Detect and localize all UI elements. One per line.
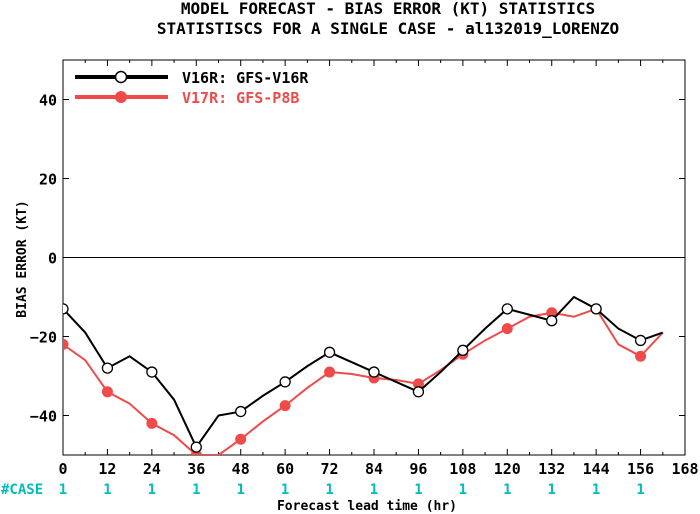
x-tick-label: 48 <box>232 460 250 478</box>
series-1-point <box>501 303 513 315</box>
case-label: #CASE <box>1 482 43 498</box>
series-2-point <box>146 417 158 429</box>
x-tick-label: 24 <box>143 460 161 478</box>
x-tick-label: 72 <box>321 460 339 478</box>
series-2-point <box>501 323 513 335</box>
series-1-point <box>190 441 202 453</box>
case-count: 1 <box>103 482 111 498</box>
series-1-point <box>235 405 247 418</box>
x-tick-label: 144 <box>583 460 610 478</box>
series-1-point <box>368 366 380 378</box>
y-axis-label: BIAS ERROR (KT) <box>15 200 30 317</box>
x-tick-label: 156 <box>627 460 654 478</box>
x-axis-label: Forecast lead time (hr) <box>277 499 457 514</box>
y-tick-label: 40 <box>39 92 57 110</box>
legend-marker-2 <box>115 91 127 103</box>
series-1-point <box>590 303 602 315</box>
x-tick-label: 108 <box>449 460 476 478</box>
series-1-point <box>457 344 469 356</box>
case-count: 1 <box>370 482 378 498</box>
series-2 <box>63 303 664 455</box>
series-2-point <box>63 338 69 350</box>
case-count: 1 <box>414 482 422 498</box>
x-tick-label: 60 <box>276 460 294 478</box>
case-count: 1 <box>547 482 555 498</box>
series-2-point <box>279 400 291 412</box>
legend: V16R: GFS-V16R V17R: GFS-P8B <box>75 69 309 107</box>
x-tick-label: 12 <box>98 460 116 478</box>
series-1-point <box>101 362 114 374</box>
series-1-point <box>146 366 158 378</box>
case-count: 1 <box>459 482 467 498</box>
series-1-point <box>323 346 336 358</box>
legend-label-2: V17R: GFS-P8B <box>182 89 299 107</box>
y-tick-label: −40 <box>30 408 57 426</box>
chart-title: MODEL FORECAST - BIAS ERROR (KT) STATIST… <box>181 0 595 18</box>
y-tick-label: 20 <box>39 171 57 189</box>
case-count: 1 <box>192 482 200 498</box>
case-count: 1 <box>325 482 333 498</box>
x-tick-label: 168 <box>671 460 698 478</box>
series-1-point <box>63 303 69 315</box>
series-2-point <box>101 386 113 398</box>
series-2-point <box>635 350 647 362</box>
case-count: 1 <box>592 482 600 498</box>
case-count: 1 <box>236 482 244 498</box>
y-tick-label: −20 <box>30 329 57 347</box>
series-layer <box>63 295 664 455</box>
series-line-1 <box>63 295 664 450</box>
series-1 <box>63 295 664 453</box>
series-line-2 <box>63 307 664 455</box>
axes: −40 −20 0 20 40 0 12 24 36 48 60 72 84 96 108 120 132 144… <box>30 59 699 498</box>
x-tick-label: 36 <box>187 460 205 478</box>
x-tick-label: 132 <box>538 460 565 478</box>
series-2-point <box>324 366 336 378</box>
x-tick-label: 0 <box>58 460 67 478</box>
legend-label-1: V16R: GFS-V16R <box>182 69 309 87</box>
x-tick-label: 84 <box>365 460 383 478</box>
series-2-point <box>235 433 247 445</box>
chart-subtitle: STATISTISCS FOR A SINGLE CASE - al132019… <box>157 19 619 38</box>
y-tick-label: 0 <box>48 250 57 268</box>
series-1-point <box>546 315 558 327</box>
series-1-point <box>412 386 425 398</box>
x-tick-label: 96 <box>409 460 427 478</box>
x-tick-label: 120 <box>494 460 521 478</box>
legend-marker-1 <box>114 70 128 84</box>
series-1-point <box>634 334 647 347</box>
case-count: 1 <box>636 482 644 498</box>
case-count: 1 <box>59 482 67 498</box>
case-count: 1 <box>281 482 289 498</box>
series-1-point <box>279 376 291 388</box>
case-count: 1 <box>503 482 511 498</box>
case-count: 1 <box>148 482 156 498</box>
